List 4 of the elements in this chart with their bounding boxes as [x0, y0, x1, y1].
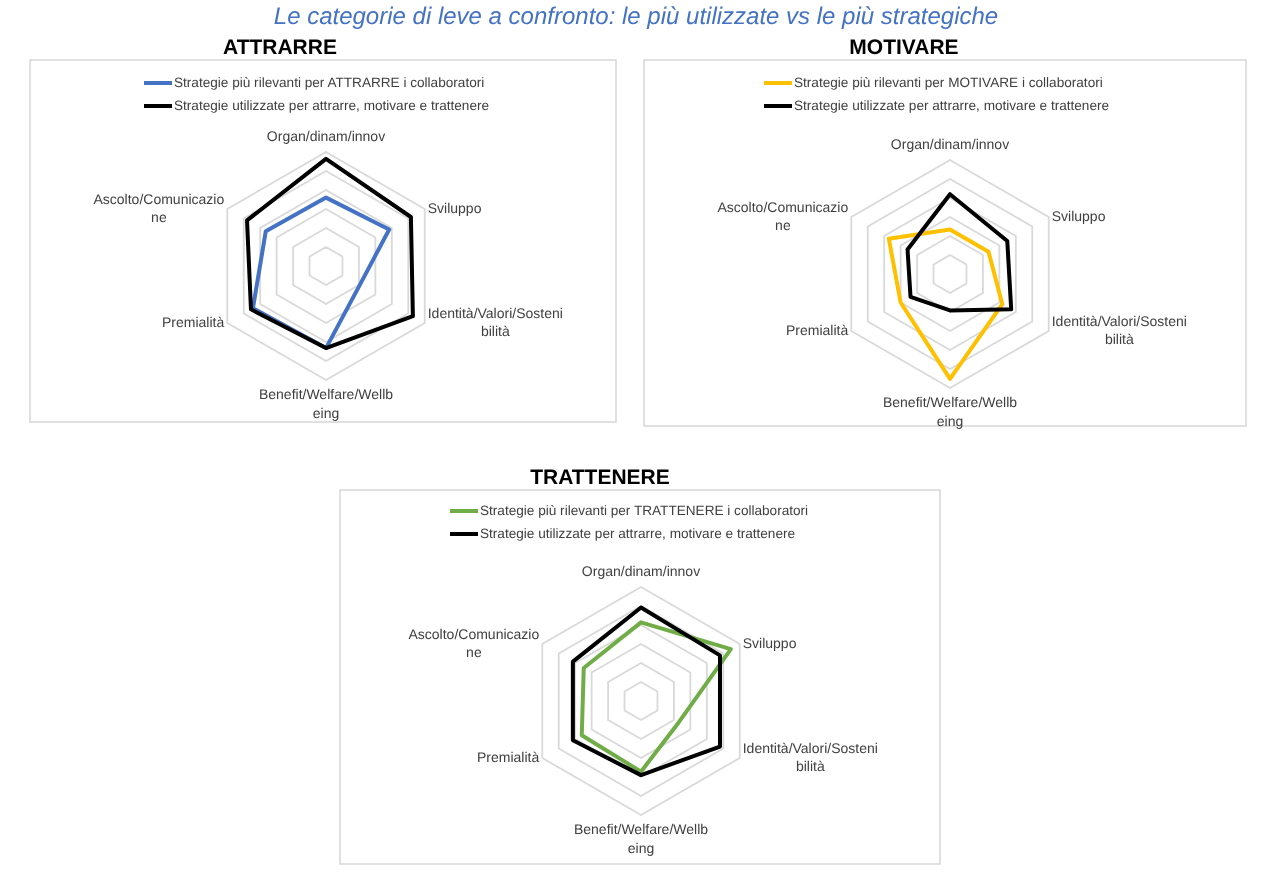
chart-title: TRATTENERE: [530, 466, 670, 490]
chart-title: MOTIVARE: [849, 36, 959, 60]
text: Le categorie di leve a confronto: le più utilizzate vs le più strategiche: [273, 2, 999, 30]
chart-title: ATTRARRE: [223, 36, 337, 60]
